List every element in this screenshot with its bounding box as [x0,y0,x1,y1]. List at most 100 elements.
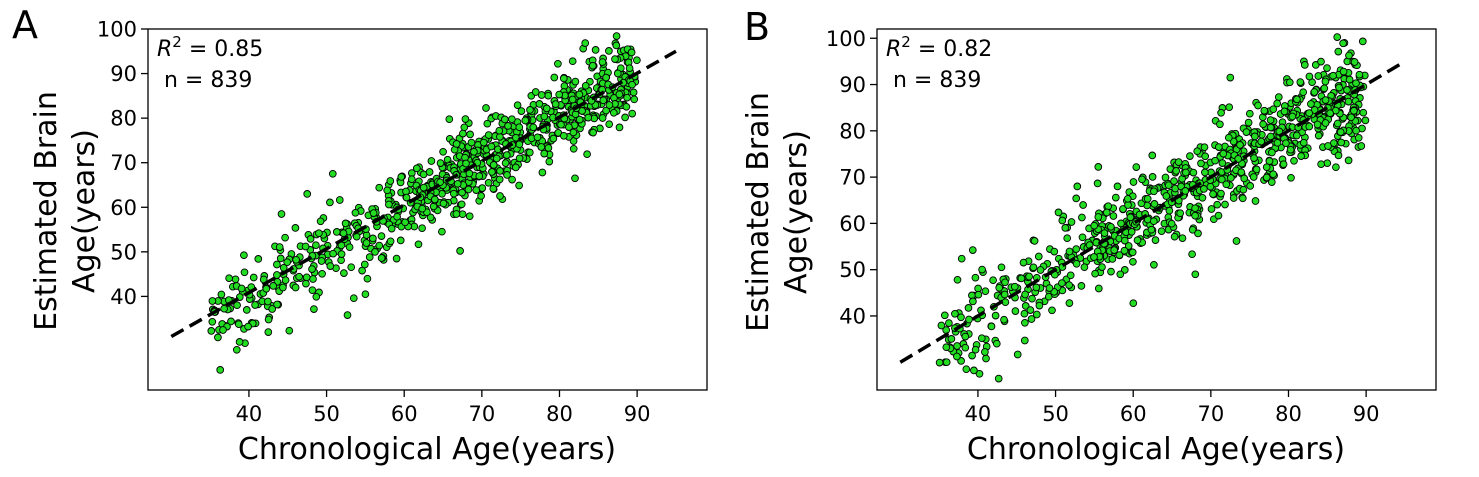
scatter-point [438,227,446,236]
scatter-point [452,210,461,218]
r-superscript: 2 [172,33,182,51]
scatter-point [349,294,358,303]
scatter-point [1200,143,1209,152]
scatter-point [458,188,466,197]
scatter-point [598,114,607,122]
scatter-point [483,119,492,128]
scatter-point [1355,70,1364,79]
scatter-point [273,271,281,279]
scatter-point [568,95,577,104]
scatter-point [475,172,484,180]
scatter-point [1352,79,1360,88]
scatter-point [602,106,610,115]
scatter-point [329,249,337,258]
scatter-point [1030,237,1039,245]
r-squared-annotation: R2 = 0.85 [157,33,263,62]
scatter-point [335,196,344,204]
scatter-point [550,73,559,82]
scatter-point [942,358,951,367]
scatter-point [275,243,284,251]
scatter-point [1251,197,1260,205]
scatter-point [1201,168,1209,177]
scatter-point [971,273,980,282]
scatter-point [453,179,462,188]
scatter-point [1282,139,1290,148]
x-ticks: 40 50 60 70 80 90 [236,390,650,426]
y-tick-label: 50 [110,240,137,264]
scatter-point [1026,306,1035,314]
scatter-point [1172,167,1181,175]
scatter-point [987,322,996,331]
scatter-point [310,305,318,313]
scatter-point [1206,182,1215,191]
scatter-point [1305,109,1314,117]
scatter-point [633,56,641,65]
scatter-point [537,143,546,151]
scatter-point [1107,222,1115,231]
scatter-point [598,58,607,66]
scatter-point [1239,185,1248,194]
scatter-point [1216,120,1224,129]
scatter-point [459,129,467,138]
scatter-point [1193,147,1202,156]
scatter-point [1244,118,1253,127]
y-tick-label: 40 [110,285,137,309]
scatter-point [515,154,524,163]
scatter-point [340,269,348,277]
scatter-point [504,122,512,130]
n-annotation: n = 839 [164,68,252,93]
scatter-point [529,123,538,132]
scatter-point [328,169,337,178]
scatter-point [456,247,464,255]
scatter-point [1127,227,1136,236]
scatter-point [208,317,217,326]
scatter-point [1262,163,1271,172]
scatter-point [1013,350,1022,359]
scatter-point [1077,282,1086,290]
scatter-point [460,123,469,132]
scatter-point [1240,174,1249,183]
scatter-point [1217,108,1225,117]
scatter-point [1352,126,1360,135]
scatter-point [1080,263,1089,272]
scatter-point [1150,187,1158,196]
scatter-point [439,199,448,208]
scatter-point [945,319,953,327]
scatter-point [291,283,300,292]
scatter-point [544,91,553,100]
scatter-point [1032,283,1041,292]
scatter-point [513,101,522,110]
scatter-point [302,273,311,282]
x-ticks: 40 50 60 70 80 90 [965,390,1379,426]
scatter-point [992,339,1001,348]
scatter-point [430,195,439,204]
scatter-point [1000,290,1009,299]
scatter-point [571,174,579,183]
scatter-point [1090,253,1098,261]
scatter-point [1214,211,1223,220]
scatter-point [439,147,447,156]
scatter-point [1124,242,1133,250]
scatter-point [1102,208,1111,217]
x-tick-label: 50 [313,402,340,426]
scatter-point [630,95,639,104]
scatter-point [525,148,534,157]
scatter-point [1116,270,1125,279]
scatter-point [332,228,341,236]
scatter-point [965,315,973,324]
panel-b: B Estimated Brain Age(years) Chronologic… [741,5,1437,467]
scatter-point [464,185,473,194]
scatter-point [219,326,227,334]
scatter-point [1354,133,1363,142]
scatter-point [568,57,577,66]
scatter-point [1170,177,1178,185]
scatter-point [365,253,374,261]
r-symbol: R [886,37,901,62]
scatter-point [1350,58,1359,66]
scatter-point [511,163,520,172]
scatter-point [1345,75,1354,84]
scatter-point [1138,175,1146,184]
y-tick-label: 60 [839,212,866,236]
scatter-point [302,279,310,288]
